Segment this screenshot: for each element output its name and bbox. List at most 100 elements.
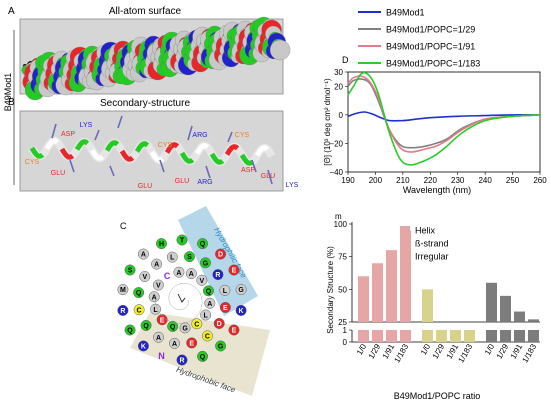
- side-chain-stick: [227, 131, 233, 143]
- residue-circle: [166, 251, 178, 263]
- residue-letter: A: [152, 294, 157, 301]
- helix-segment: [74, 139, 90, 151]
- bar-upper: [400, 230, 411, 322]
- cd-legend-label: B49Mod1/POPC=1/183: [386, 59, 480, 69]
- residue-label: GLU: [138, 183, 152, 190]
- vertical-label: B49Mod1: [3, 73, 13, 112]
- bar-y-tick-label: 50: [338, 285, 347, 294]
- bar-legend-label: Irregular: [415, 252, 449, 262]
- bar-lower: [358, 330, 369, 342]
- helix-segment: [119, 149, 135, 162]
- residue-circle: [173, 266, 185, 278]
- cd-legend-label: B49Mod1/POPC=1/29: [386, 25, 475, 35]
- helix-segment: [134, 141, 150, 153]
- side-chain-stick: [159, 159, 165, 173]
- residue-letter: E: [232, 268, 237, 275]
- residue-circle: [151, 258, 163, 270]
- bar-category-label: 1/29: [367, 342, 383, 360]
- bar-lower: [486, 330, 497, 342]
- bar-upper: [528, 319, 539, 322]
- cd-x-axis-label: Wavelength (nm): [403, 185, 471, 195]
- helix-segment: [44, 138, 60, 150]
- side-chain-stick: [94, 129, 100, 141]
- side-chain-stick: [267, 169, 273, 185]
- residue-circle: [153, 331, 164, 343]
- bar-category-label: 1/183: [520, 342, 538, 364]
- helix-segment: [239, 153, 255, 166]
- cd-x-tick-label: 210: [396, 176, 410, 185]
- residue-letter: Q: [170, 324, 176, 331]
- residue-label: CYS: [158, 142, 173, 149]
- side-chain-stick: [109, 165, 115, 177]
- residue-letter: A: [176, 270, 181, 277]
- residue-circle: [212, 269, 224, 281]
- cd-legend: B49Mod1 B49Mod1/POPC=1/29 B49Mod1/POPC=1/9…: [358, 8, 480, 69]
- residue-circle: [152, 279, 164, 291]
- wheel-arrow-icon: [177, 293, 186, 303]
- bar-category-label: 1/29: [431, 342, 447, 360]
- residue-letter: Q: [127, 328, 133, 335]
- residue-letter: R: [120, 308, 125, 315]
- residue-letter: V: [142, 274, 147, 281]
- cd-y-tick-label: −40: [329, 168, 343, 177]
- cd-x-tick-label: 260: [533, 176, 547, 185]
- residue-circle: [156, 314, 168, 326]
- bar-upper: [386, 250, 397, 322]
- cd-x-tick-label: 230: [451, 176, 465, 185]
- panel-a: A All-atom surface: [8, 6, 291, 101]
- residue-label: CYS: [25, 159, 40, 166]
- residue-circle: [197, 350, 208, 362]
- residue-circle: [186, 337, 198, 349]
- cd-x-tick-label: 240: [478, 176, 492, 185]
- residue-letter: G: [182, 325, 188, 332]
- cd-curves: [347, 71, 541, 166]
- residue-letter: Q: [136, 290, 142, 297]
- residue-label: LYS: [80, 122, 93, 129]
- bar-marks: 1/01/291/911/183 1/01/291/911/183 1/01/291…: [355, 230, 539, 364]
- side-chain-stick: [187, 125, 193, 141]
- residue-label: ARG: [197, 179, 212, 186]
- residue-letter: A: [207, 301, 212, 308]
- residue-circle: [197, 238, 208, 250]
- residue-circle: [124, 264, 136, 276]
- residue-circle: [167, 320, 179, 332]
- helix-segment: [224, 144, 240, 156]
- residue-letter: Q: [143, 323, 149, 330]
- bar-y-tick-label: 75: [338, 253, 347, 262]
- residue-circle: [215, 340, 227, 352]
- panel-d-letter: D: [342, 55, 349, 65]
- helix-segment: [104, 140, 120, 152]
- panel-b-letter: B: [8, 97, 15, 108]
- residue-circle: [191, 318, 203, 330]
- bar-lower: [514, 330, 525, 342]
- panel-c: C Hydrophilic face Hydrophobic face TQDE…: [117, 206, 270, 396]
- residue-letter: M: [120, 287, 126, 294]
- residue-circle: [183, 251, 195, 263]
- residue-letter: V: [200, 278, 205, 285]
- residue-letter: K: [239, 308, 244, 315]
- residue-circle: [140, 319, 152, 331]
- residue-circle: [139, 271, 151, 282]
- bar-upper: [422, 289, 433, 322]
- residue-circle: [235, 304, 247, 316]
- residue-letter: T: [180, 238, 185, 245]
- residue-label: GLU: [261, 173, 275, 180]
- cd-plot-frame: [347, 71, 541, 173]
- cd-y-tick-label: 0: [339, 111, 344, 120]
- bar-lower: [400, 330, 411, 342]
- panel-b: B Secondary-structure LYS ASP CYS GLU GLU CYS…: [8, 97, 299, 192]
- side-chain-stick: [251, 159, 257, 173]
- cd-legend-label: B49Mod1: [386, 8, 425, 18]
- residue-letter: A: [189, 271, 194, 278]
- residue-circle: [213, 318, 225, 329]
- bar-upper: [486, 282, 497, 322]
- helix-segment: [89, 148, 105, 161]
- residue-circle: [117, 284, 129, 296]
- residue-label: ARG: [192, 132, 207, 139]
- wheel-spiral: [154, 283, 203, 324]
- residue-letter: H: [159, 241, 164, 248]
- residue-circle: [196, 274, 208, 286]
- residue-circle: [201, 330, 213, 342]
- residue-letter: A: [172, 341, 177, 348]
